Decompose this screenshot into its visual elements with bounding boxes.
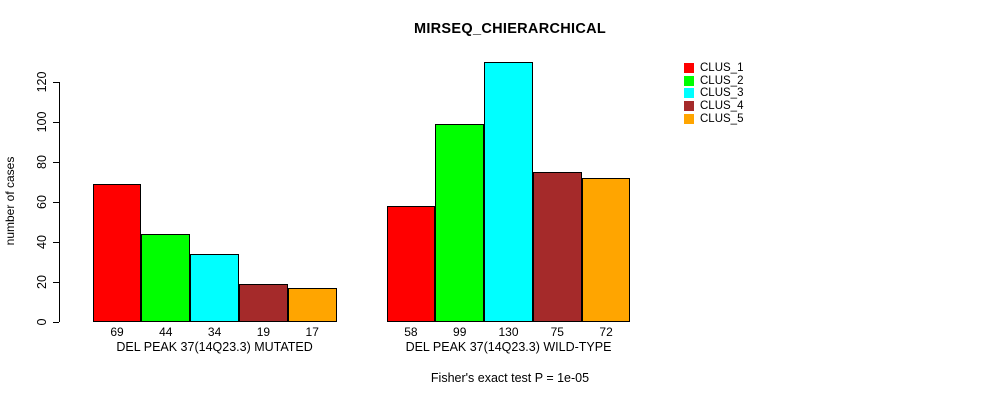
legend-item-clus-5: CLUS_5 <box>684 112 743 125</box>
legend-item-clus-2: CLUS_2 <box>684 75 743 88</box>
legend-item-clus-1: CLUS_1 <box>684 62 743 75</box>
y-axis-tick-label: 20 <box>35 275 49 289</box>
legend-label: CLUS_4 <box>700 100 744 113</box>
bar-value-label: 69 <box>110 325 124 339</box>
legend-swatch <box>684 101 694 112</box>
bar-value-label: 44 <box>159 325 173 339</box>
chart-title: MIRSEQ_CHIERARCHICAL <box>413 21 607 37</box>
bar-value-label: 34 <box>207 325 222 339</box>
bar-clus-4-mutated <box>239 284 288 322</box>
legend-swatch <box>684 63 694 74</box>
bar-clus-3-mutated <box>190 254 239 322</box>
legend-swatch <box>684 75 694 86</box>
y-axis-tick <box>53 282 59 283</box>
y-axis-tick <box>53 322 59 323</box>
bar-value-label: 99 <box>453 325 467 339</box>
bar-clus-5-mutated <box>287 288 337 322</box>
bar-clus-4-wild-type <box>532 172 582 322</box>
legend-label: CLUS_3 <box>700 87 744 100</box>
bar-value-label: 75 <box>550 325 564 339</box>
legend-item-clus-3: CLUS_3 <box>684 87 743 100</box>
legend-label: CLUS_2 <box>700 74 744 87</box>
legend-label: CLUS_1 <box>700 62 744 75</box>
legend-swatch <box>684 113 694 124</box>
group-label-wild-type: DEL PEAK 37(14Q23.3) WILD-TYPE <box>405 340 612 354</box>
bar-value-label: 130 <box>498 325 519 339</box>
bar-value-label: 19 <box>256 325 271 339</box>
y-axis-tick <box>53 202 59 203</box>
bar-clus-2-mutated <box>141 234 191 322</box>
group-label-mutated: DEL PEAK 37(14Q23.3) MUTATED <box>116 340 313 354</box>
y-axis-tick <box>53 162 59 163</box>
y-axis-line <box>59 82 60 322</box>
y-axis-tick-label: 80 <box>35 155 49 169</box>
bar-clus-1-mutated <box>92 184 142 322</box>
footnote: Fisher's exact test P = 1e-05 <box>430 371 590 385</box>
bar-value-label: 58 <box>404 325 418 339</box>
bar-clus-5-wild-type <box>581 178 631 322</box>
legend-swatch <box>684 88 694 99</box>
legend: CLUS_1 CLUS_2 CLUS_3 CLUS_4 CLUS_5 <box>684 62 743 125</box>
y-axis-label: number of cases <box>3 156 17 246</box>
y-axis-tick <box>53 242 59 243</box>
y-axis-tick <box>53 122 59 123</box>
legend-label: CLUS_5 <box>700 112 744 125</box>
y-axis-tick-label: 120 <box>35 71 49 93</box>
bar-value-label: 72 <box>599 325 613 339</box>
y-axis-tick-label: 60 <box>35 195 49 209</box>
bar-clus-2-wild-type <box>435 124 485 322</box>
y-axis-tick-label: 0 <box>35 318 49 326</box>
y-axis-tick-label: 40 <box>35 235 49 249</box>
bar-clus-1-wild-type <box>386 206 436 322</box>
y-axis-tick-label: 100 <box>35 111 49 133</box>
bar-clus-3-wild-type <box>484 62 533 322</box>
bar-value-label: 17 <box>305 325 319 339</box>
legend-item-clus-4: CLUS_4 <box>684 100 743 113</box>
y-axis-tick <box>53 82 59 83</box>
